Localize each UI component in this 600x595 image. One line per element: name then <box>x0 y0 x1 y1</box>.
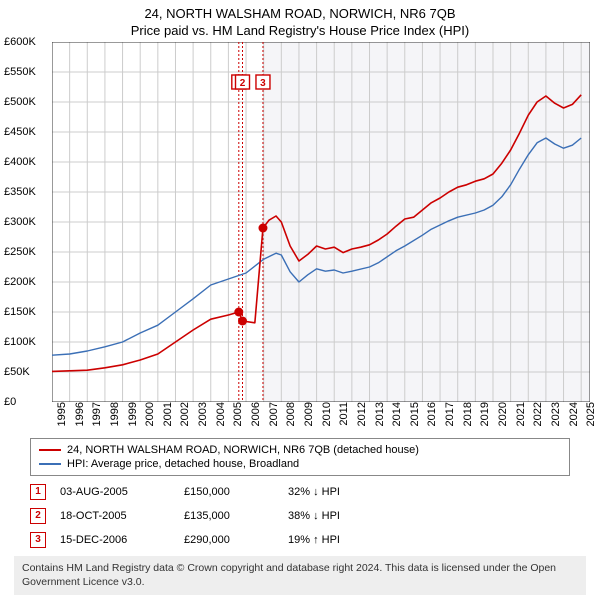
sale-price: £290,000 <box>184 534 274 546</box>
svg-text:3: 3 <box>260 78 266 89</box>
line-chart: 123 <box>52 42 590 402</box>
y-tick-label: £100K <box>4 336 36 348</box>
y-tick-label: £200K <box>4 276 36 288</box>
y-tick-label: £600K <box>4 36 36 48</box>
legend-item: HPI: Average price, detached house, Broa… <box>39 457 561 471</box>
table-row: 3 15-DEC-2006 £290,000 19% ↑ HPI <box>30 528 570 552</box>
table-row: 1 03-AUG-2005 £150,000 32% ↓ HPI <box>30 480 570 504</box>
y-tick-label: £250K <box>4 246 36 258</box>
sale-date: 18-OCT-2005 <box>60 510 170 522</box>
footnote: Contains HM Land Registry data © Crown c… <box>14 556 586 595</box>
sale-date: 03-AUG-2005 <box>60 486 170 498</box>
x-axis-labels: 1995199619971998199920002001200220032004… <box>52 402 590 432</box>
marker-badge: 2 <box>30 508 46 524</box>
y-tick-label: £0 <box>4 396 16 408</box>
table-row: 2 18-OCT-2005 £135,000 38% ↓ HPI <box>30 504 570 528</box>
y-tick-label: £300K <box>4 216 36 228</box>
legend-swatch <box>39 449 61 451</box>
y-tick-label: £150K <box>4 306 36 318</box>
sale-hpi: 32% ↓ HPI <box>288 486 408 498</box>
legend: 24, NORTH WALSHAM ROAD, NORWICH, NR6 7QB… <box>30 438 570 476</box>
sale-price: £150,000 <box>184 486 274 498</box>
y-tick-label: £50K <box>4 366 30 378</box>
y-tick-label: £350K <box>4 186 36 198</box>
sale-price: £135,000 <box>184 510 274 522</box>
legend-label: HPI: Average price, detached house, Broa… <box>67 458 299 470</box>
marker-badge: 3 <box>30 532 46 548</box>
y-tick-label: £400K <box>4 156 36 168</box>
y-tick-label: £550K <box>4 66 36 78</box>
chart-area: 123 £0£50K£100K£150K£200K£250K£300K£350K… <box>52 42 590 402</box>
legend-label: 24, NORTH WALSHAM ROAD, NORWICH, NR6 7QB… <box>67 444 419 456</box>
sale-date: 15-DEC-2006 <box>60 534 170 546</box>
legend-item: 24, NORTH WALSHAM ROAD, NORWICH, NR6 7QB… <box>39 443 561 457</box>
page-title: 24, NORTH WALSHAM ROAD, NORWICH, NR6 7QB <box>0 0 600 23</box>
legend-swatch <box>39 463 61 465</box>
chart-container: 24, NORTH WALSHAM ROAD, NORWICH, NR6 7QB… <box>0 0 600 590</box>
sale-hpi: 38% ↓ HPI <box>288 510 408 522</box>
svg-text:2: 2 <box>240 78 246 89</box>
sale-hpi: 19% ↑ HPI <box>288 534 408 546</box>
x-tick-label: 2025 <box>585 402 600 426</box>
y-tick-label: £450K <box>4 126 36 138</box>
sales-table: 1 03-AUG-2005 £150,000 32% ↓ HPI 2 18-OC… <box>30 480 570 552</box>
page-subtitle: Price paid vs. HM Land Registry's House … <box>0 23 600 42</box>
y-tick-label: £500K <box>4 96 36 108</box>
marker-badge: 1 <box>30 484 46 500</box>
